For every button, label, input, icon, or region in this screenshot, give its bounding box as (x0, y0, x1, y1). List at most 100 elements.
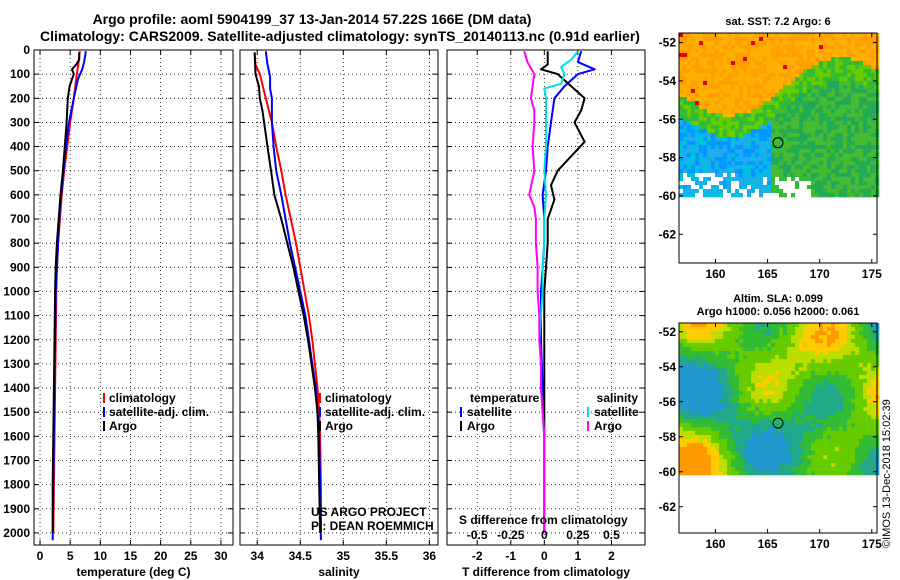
map-cell (779, 49, 784, 54)
map-cell (715, 77, 720, 82)
map-cell (775, 177, 780, 182)
map-cell (739, 463, 744, 468)
map-cell (751, 109, 756, 114)
map-cell (799, 471, 804, 476)
map-cell (743, 133, 748, 138)
map-cell (807, 69, 812, 74)
map-cell (743, 347, 748, 352)
map-cell (771, 343, 776, 348)
map-cell (811, 161, 816, 166)
map-cell (811, 347, 816, 352)
map-cell (759, 415, 764, 420)
map-cell (707, 451, 712, 456)
map-cell (787, 189, 792, 194)
map-cell (731, 117, 736, 122)
map-cell (755, 443, 760, 448)
map-cell (759, 403, 764, 408)
map-cell (711, 471, 716, 476)
map-cell (787, 181, 792, 186)
map-cell (695, 347, 700, 352)
map-cell (731, 451, 736, 456)
map-cell (807, 161, 812, 166)
map-cell (779, 467, 784, 472)
map-cell (775, 411, 780, 416)
map-cell (719, 407, 724, 412)
map-cell (827, 49, 832, 54)
map-cell (839, 431, 844, 436)
map-cell (739, 459, 744, 464)
map-cell (707, 101, 712, 106)
map-cell (719, 45, 724, 50)
map-cell (683, 359, 688, 364)
map-cell (767, 323, 772, 328)
map-cell (755, 169, 760, 174)
map-cell (707, 431, 712, 436)
map-cell (851, 157, 856, 162)
map-cell (719, 129, 724, 134)
map-cell (835, 161, 840, 166)
map-cell (871, 41, 876, 46)
map-cell (819, 57, 824, 62)
map-cell (755, 85, 760, 90)
map-cell (839, 77, 844, 82)
map-cell (731, 33, 736, 38)
map-cell (703, 371, 708, 376)
depth-tick-label: 1100 (4, 309, 30, 323)
map-cell (799, 49, 804, 54)
map-cell (739, 69, 744, 74)
map-cell (799, 53, 804, 58)
map-cell (715, 121, 720, 126)
map-cell (859, 451, 864, 456)
map-cell (763, 53, 768, 58)
map-cell (755, 49, 760, 54)
map-cell (855, 133, 860, 138)
map-cell (739, 93, 744, 98)
map-cell (739, 81, 744, 86)
map-cell (835, 153, 840, 158)
map-cell (831, 93, 836, 98)
map-cell (739, 343, 744, 348)
map-cell (843, 467, 848, 472)
map-cell (795, 443, 800, 448)
map-cell (767, 347, 772, 352)
map-cell (799, 89, 804, 94)
map-cell (787, 335, 792, 340)
map-cell (811, 359, 816, 364)
map-cell (835, 443, 840, 448)
map-cell (855, 339, 860, 344)
lon-tick-label: 160 (705, 267, 725, 281)
map-cell (799, 323, 804, 328)
map-cell (747, 173, 752, 178)
map-cell (767, 447, 772, 452)
map-cell (751, 33, 756, 38)
map-cell (691, 335, 696, 340)
map-cell (683, 411, 688, 416)
map-cell (775, 391, 780, 396)
map-cell (715, 463, 720, 468)
map-cell (723, 387, 728, 392)
map-cell (831, 375, 836, 380)
map-cell (735, 339, 740, 344)
map-cell (855, 443, 860, 448)
map-cell (735, 403, 740, 408)
map-cell (839, 121, 844, 126)
map-cell (747, 395, 752, 400)
map-cell (707, 105, 712, 110)
depth-tick-label: 1900 (3, 502, 30, 516)
map-cell (795, 463, 800, 468)
map-cell (799, 387, 804, 392)
map-cell (767, 443, 772, 448)
map-cell (743, 451, 748, 456)
map-cell (747, 45, 752, 50)
map-cell (715, 117, 720, 122)
map-cell (711, 133, 716, 138)
map-cell (699, 157, 704, 162)
map-cell (711, 153, 716, 158)
map-cell (763, 383, 768, 388)
map-cell (699, 327, 704, 332)
map-cell (859, 379, 864, 384)
map-cell (783, 471, 788, 476)
map-cell (775, 463, 780, 468)
map-cell (723, 69, 728, 74)
map-cell (863, 161, 868, 166)
